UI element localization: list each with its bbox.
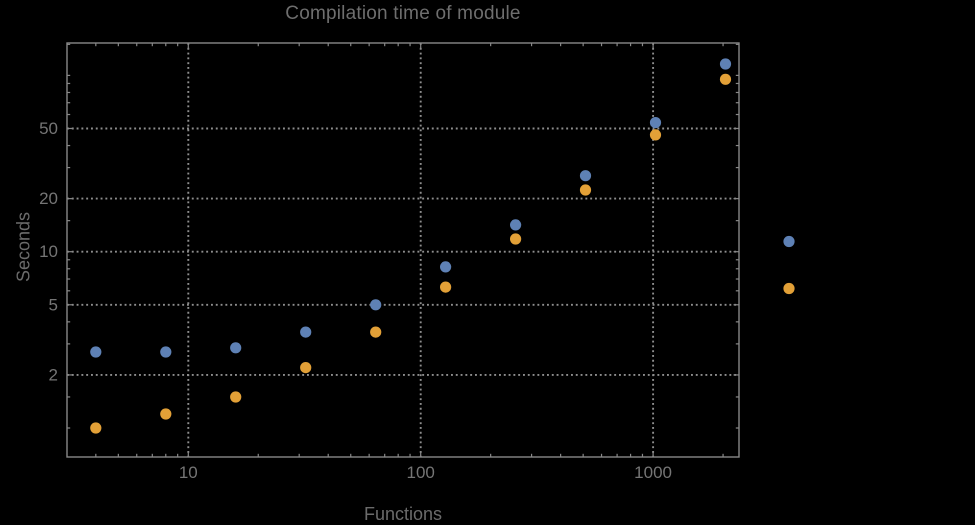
x-axis-label: Functions xyxy=(363,504,443,524)
data-point-series-1-blue-x64 xyxy=(370,299,382,311)
y-tick-label: 20 xyxy=(39,189,58,208)
x-tick-label: 100 xyxy=(407,463,435,482)
data-point-series-2-orange-x4 xyxy=(90,422,102,434)
data-point-series-2-orange-x32 xyxy=(300,362,312,374)
legend-marker-1 xyxy=(783,235,795,248)
y-tick-label: 10 xyxy=(39,242,58,261)
data-point-series-1-blue-x16 xyxy=(230,342,242,354)
legend-marker-2 xyxy=(783,282,795,295)
data-point-series-1-blue-x512 xyxy=(579,170,592,182)
y-tick-label: 50 xyxy=(39,119,58,138)
y-tick-label: 2 xyxy=(49,365,58,384)
data-point-series-1-blue-x2048 xyxy=(719,58,732,70)
plot-frame xyxy=(66,42,740,458)
chart-title: Compilation time of module xyxy=(285,3,521,24)
data-point-series-2-orange-x128 xyxy=(440,281,452,293)
data-point-series-1-blue-x128 xyxy=(440,261,452,273)
x-tick-label: 10 xyxy=(179,463,198,482)
y-axis-label: Seconds xyxy=(13,211,34,283)
y-tick-label: 5 xyxy=(49,295,58,314)
data-point-series-2-orange-x8 xyxy=(160,408,172,420)
data-point-series-1-blue-x1024 xyxy=(649,117,662,129)
data-point-series-2-orange-x64 xyxy=(370,326,382,338)
data-point-series-2-orange-x512 xyxy=(579,184,592,196)
data-point-series-1-blue-x256 xyxy=(509,219,522,231)
data-point-series-2-orange-x16 xyxy=(230,391,242,403)
data-point-series-1-blue-x4 xyxy=(90,346,102,358)
data-point-series-1-blue-x8 xyxy=(160,346,172,358)
data-point-series-1-blue-x32 xyxy=(300,326,312,338)
data-point-series-2-orange-x1024 xyxy=(649,129,662,141)
x-tick-label: 1000 xyxy=(634,463,672,482)
data-point-series-2-orange-x2048 xyxy=(719,73,732,85)
data-point-series-2-orange-x256 xyxy=(509,233,522,245)
